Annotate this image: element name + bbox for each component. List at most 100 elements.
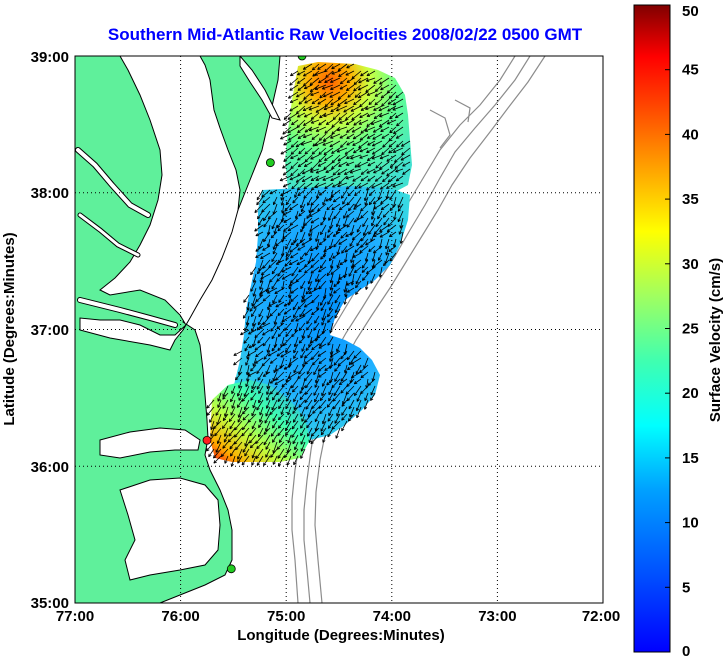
velocity-arrow: [249, 434, 257, 444]
velocity-arrow-head: [244, 328, 248, 332]
velocity-arrow: [282, 336, 292, 346]
velocity-arrow-head: [287, 130, 290, 133]
velocity-arrow: [250, 364, 257, 372]
velocity-arrow-head: [348, 207, 350, 211]
velocity-arrow-head: [396, 144, 398, 148]
velocity-arrow: [338, 161, 348, 167]
velocity-arrow-head: [287, 95, 291, 99]
velocity-arrow-head: [262, 265, 264, 269]
velocity-arrow-head: [292, 441, 296, 445]
velocity-arrow-head: [325, 121, 329, 125]
velocity-arrow: [254, 224, 264, 232]
velocity-arrow-head: [347, 399, 351, 402]
velocity-arrow-head: [373, 170, 376, 173]
velocity-arrow: [267, 287, 278, 294]
velocity-arrow-head: [255, 353, 258, 357]
velocity-arrow-head: [298, 372, 302, 375]
velocity-arrow-head: [311, 67, 314, 71]
velocity-arrow-head: [266, 392, 270, 395]
velocity-arrow-head: [303, 122, 306, 126]
velocity-arrow-head: [383, 215, 387, 218]
velocity-arrow-head: [331, 124, 334, 128]
velocity-arrow: [336, 406, 341, 417]
velocity-arrow-head: [290, 167, 294, 170]
velocity-arrow-head: [297, 135, 300, 139]
grid-lines: [75, 56, 603, 603]
velocity-arrow-head: [340, 144, 342, 148]
velocity-arrow-head: [345, 233, 348, 237]
velocity-arrow: [348, 357, 355, 366]
velocity-arrow-head: [308, 209, 310, 213]
velocity-arrow-head: [367, 142, 370, 146]
velocity-arrow-head: [283, 219, 286, 223]
velocity-arrow: [305, 399, 313, 410]
velocity-arrow: [310, 245, 320, 251]
velocity-arrow-head: [299, 328, 303, 331]
velocity-arrow: [292, 385, 299, 393]
velocity-arrow: [305, 378, 313, 389]
velocity-arrow: [379, 224, 390, 232]
velocity-arrow: [309, 231, 313, 241]
velocity-arrow: [223, 434, 229, 443]
velocity-patch-north: [285, 62, 412, 192]
velocity-arrow: [254, 343, 264, 351]
velocity-arrow-head: [362, 277, 364, 281]
velocity-arrow: [361, 259, 369, 269]
velocity-arrow: [270, 448, 278, 458]
velocity-arrow-head: [258, 322, 261, 326]
velocity-arrow-head: [394, 165, 397, 169]
velocity-arrow-head: [270, 454, 272, 458]
velocity-arrow-head: [281, 383, 284, 387]
velocity-arrow-head: [286, 254, 290, 257]
velocity-arrow: [372, 140, 383, 147]
velocity-arrow-head: [282, 172, 285, 176]
velocity-arrow-head: [393, 244, 397, 248]
velocity-arrow-head: [319, 410, 321, 414]
velocity-arrow-head: [228, 440, 232, 443]
velocity-arrow-head: [289, 251, 293, 253]
velocity-arrow: [259, 413, 264, 423]
velocity-arrow-head: [264, 421, 268, 424]
velocity-arrow-head: [254, 209, 257, 213]
velocity-arrow: [261, 203, 271, 213]
velocity-arrow-head: [257, 340, 259, 344]
velocity-arrow-head: [350, 361, 353, 365]
velocity-arrow: [328, 406, 334, 416]
velocity-arrow-head: [400, 157, 403, 161]
velocity-arrow: [341, 420, 348, 432]
velocity-arrow: [304, 112, 313, 118]
velocity-arrow: [310, 119, 320, 124]
velocity-arrow-head: [324, 157, 327, 161]
velocity-arrow: [302, 175, 313, 182]
velocity-arrow-head: [357, 95, 361, 98]
velocity-arrow-head: [230, 454, 234, 457]
velocity-arrow: [272, 371, 278, 382]
velocity-arrow: [237, 448, 243, 460]
velocity-arrow-head: [366, 270, 369, 274]
velocity-arrow-head: [329, 144, 332, 147]
velocity-arrow: [281, 196, 285, 206]
velocity-arrow-head: [289, 108, 292, 112]
velocity-arrow-head: [306, 216, 310, 219]
velocity-arrow: [323, 91, 334, 98]
velocity-arrow: [320, 420, 327, 432]
velocity-arrow-head: [301, 178, 305, 182]
velocity-arrow: [401, 147, 411, 156]
velocity-arrow: [273, 364, 278, 373]
velocity-arrow-head: [352, 136, 356, 140]
velocity-arrow-head: [323, 249, 326, 253]
velocity-arrow: [271, 280, 278, 290]
velocity-arrow-head: [314, 399, 318, 403]
velocity-arrow: [301, 413, 306, 422]
velocity-arrow: [356, 238, 362, 247]
velocity-arrow: [324, 154, 334, 161]
velocity-arrow-head: [297, 131, 301, 134]
velocity-arrow: [257, 315, 264, 326]
velocity-arrow: [266, 392, 271, 401]
velocity-arrow: [316, 329, 327, 339]
x-tick-label: 72:00: [582, 608, 620, 625]
velocity-arrow-head: [333, 290, 336, 294]
velocity-arrow-head: [386, 158, 389, 162]
velocity-arrow: [291, 329, 299, 338]
velocity-arrow: [231, 385, 236, 394]
